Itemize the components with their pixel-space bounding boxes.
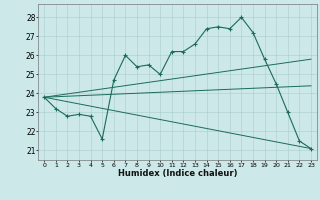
X-axis label: Humidex (Indice chaleur): Humidex (Indice chaleur) <box>118 169 237 178</box>
